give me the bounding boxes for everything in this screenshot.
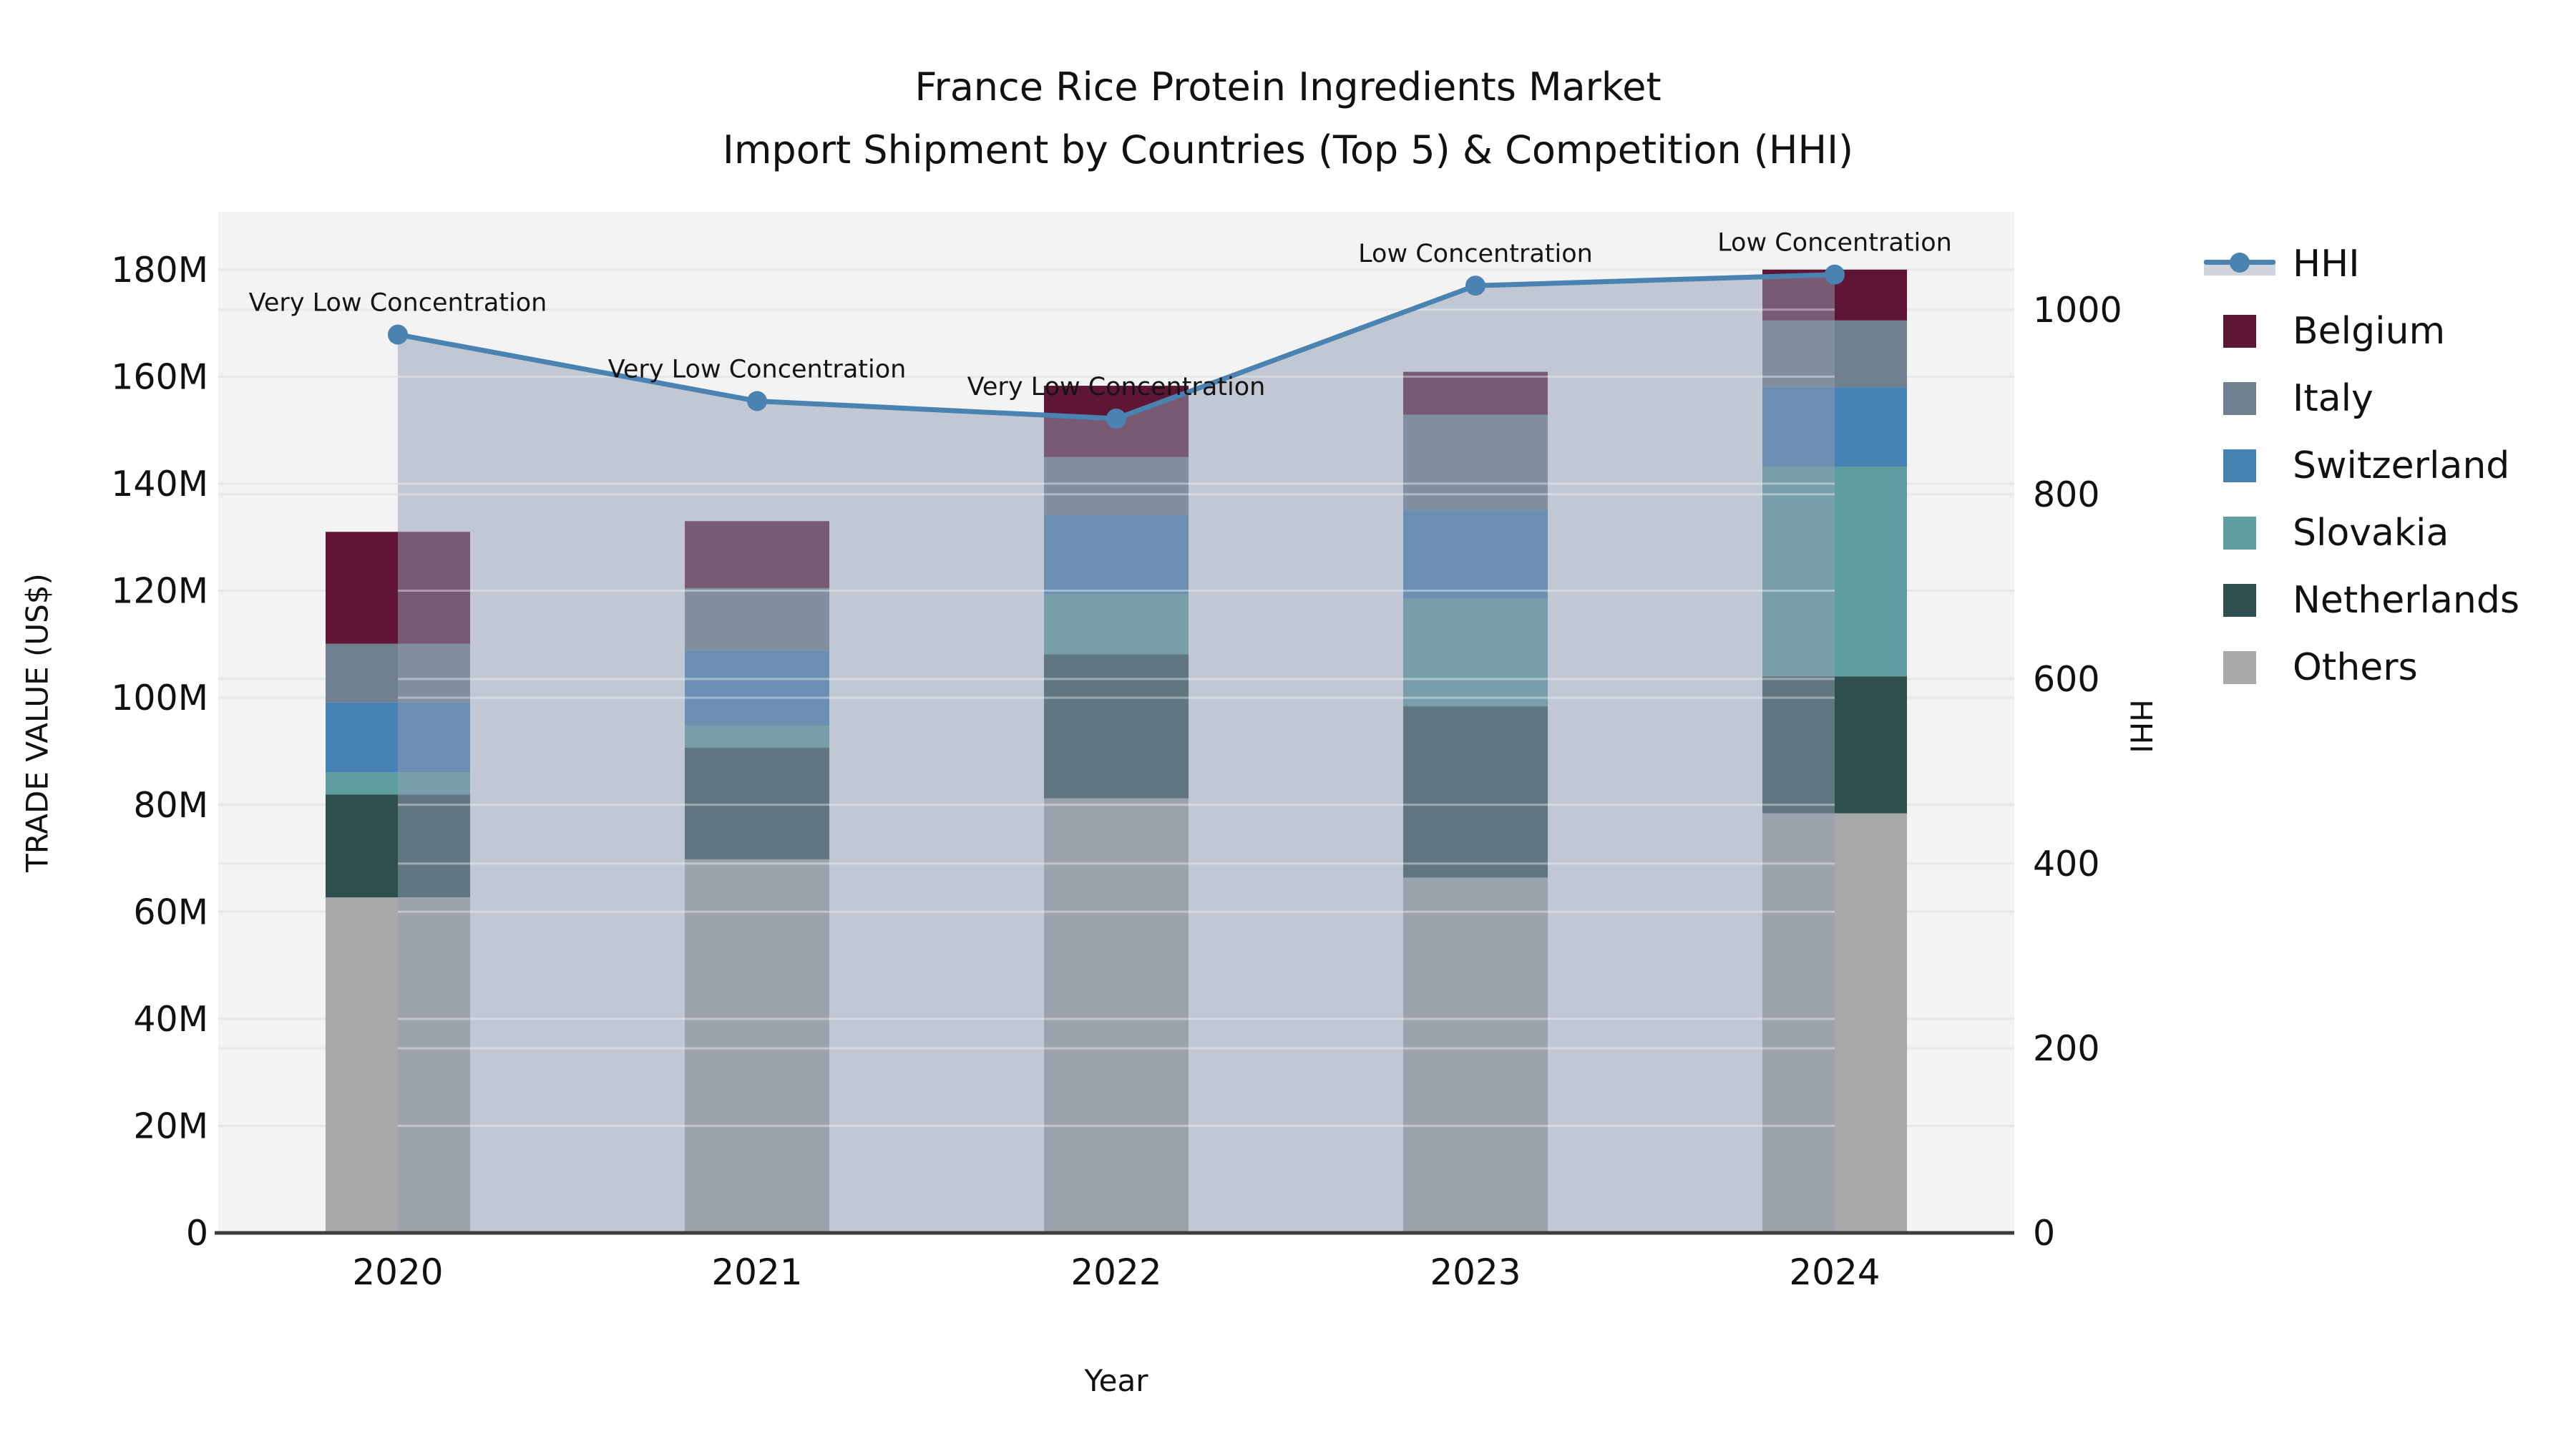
x-tick-2024: 2024 xyxy=(1789,1252,1880,1293)
left-tick-60M: 60M xyxy=(133,892,208,932)
hhi-point-2020 xyxy=(388,324,408,345)
hhi-line-swatch-icon xyxy=(2202,248,2277,280)
left-tick-80M: 80M xyxy=(133,785,208,826)
legend-item-belgium: Belgium xyxy=(2202,298,2519,365)
y-axis-title-left: TRADE VALUE (US$) xyxy=(19,573,55,872)
legend-label: Netherlands xyxy=(2293,579,2519,622)
y-axis-title-right: HHI xyxy=(2123,699,2159,753)
switzerland-swatch-icon xyxy=(2202,449,2277,482)
legend-color-square xyxy=(2223,517,2256,550)
legend-item-hhi: HHI xyxy=(2202,230,2519,298)
slovakia-swatch-icon xyxy=(2202,517,2277,550)
legend-item-slovakia: Slovakia xyxy=(2202,499,2519,567)
right-tick-0: 0 xyxy=(2033,1213,2055,1254)
left-tick-120M: 120M xyxy=(111,571,208,612)
legend-label: Slovakia xyxy=(2293,512,2449,555)
legend-label: HHI xyxy=(2293,243,2360,286)
hhi-annotation-2023: Low Concentration xyxy=(1358,240,1593,268)
x-axis-title: Year xyxy=(1084,1363,1148,1398)
legend-color-square xyxy=(2223,651,2256,684)
belgium-swatch-icon xyxy=(2202,315,2277,348)
left-tick-140M: 140M xyxy=(111,464,208,504)
legend-label: Belgium xyxy=(2293,310,2446,353)
hhi-point-2023 xyxy=(1465,275,1485,296)
hhi-swatch xyxy=(2204,248,2275,280)
hhi-point-2021 xyxy=(747,391,767,411)
hhi-point-2022 xyxy=(1106,409,1126,429)
x-tick-2021: 2021 xyxy=(711,1252,802,1293)
left-tick-160M: 160M xyxy=(111,357,208,398)
legend-color-square xyxy=(2223,449,2256,482)
left-tick-180M: 180M xyxy=(111,250,208,291)
legend-color-square xyxy=(2223,315,2256,348)
legend: HHI Belgium Italy Switzerland Slovakia Nether… xyxy=(2202,230,2519,701)
left-tick-20M: 20M xyxy=(133,1106,208,1147)
right-tick-400: 400 xyxy=(2033,844,2100,884)
legend-item-netherlands: Netherlands xyxy=(2202,567,2519,634)
legend-label: Others xyxy=(2293,646,2418,689)
hhi-annotation-2022: Very Low Concentration xyxy=(967,373,1266,401)
left-tick-100M: 100M xyxy=(111,678,208,718)
legend-item-others: Others xyxy=(2202,634,2519,701)
others-swatch-icon xyxy=(2202,651,2277,684)
right-tick-1000: 1000 xyxy=(2033,290,2122,331)
hhi-point-2024 xyxy=(1825,264,1845,285)
right-tick-200: 200 xyxy=(2033,1028,2100,1069)
chart-title-block: France Rice Protein Ingredients Market I… xyxy=(0,56,2576,182)
hhi-annotation-2020: Very Low Concentration xyxy=(249,289,547,318)
chart-subtitle: Import Shipment by Countries (Top 5) & C… xyxy=(722,127,1854,172)
right-tick-800: 800 xyxy=(2033,474,2100,515)
x-tick-2023: 2023 xyxy=(1430,1252,1521,1293)
right-tick-600: 600 xyxy=(2033,659,2100,700)
legend-item-switzerland: Switzerland xyxy=(2202,432,2519,499)
x-tick-2022: 2022 xyxy=(1070,1252,1161,1293)
netherlands-swatch-icon xyxy=(2202,584,2277,617)
legend-color-square xyxy=(2223,382,2256,415)
legend-color-square xyxy=(2223,584,2256,617)
left-tick-40M: 40M xyxy=(133,999,208,1040)
legend-label: Switzerland xyxy=(2293,444,2510,487)
x-tick-2020: 2020 xyxy=(352,1252,443,1293)
hhi-area-fill xyxy=(398,274,1835,1234)
legend-item-italy: Italy xyxy=(2202,365,2519,432)
left-tick-0: 0 xyxy=(186,1213,208,1254)
chart-title: France Rice Protein Ingredients Market xyxy=(914,64,1662,109)
legend-label: Italy xyxy=(2293,377,2373,420)
hhi-annotation-2024: Low Concentration xyxy=(1717,229,1952,258)
hhi-annotation-2021: Very Low Concentration xyxy=(608,355,907,384)
italy-swatch-icon xyxy=(2202,382,2277,415)
